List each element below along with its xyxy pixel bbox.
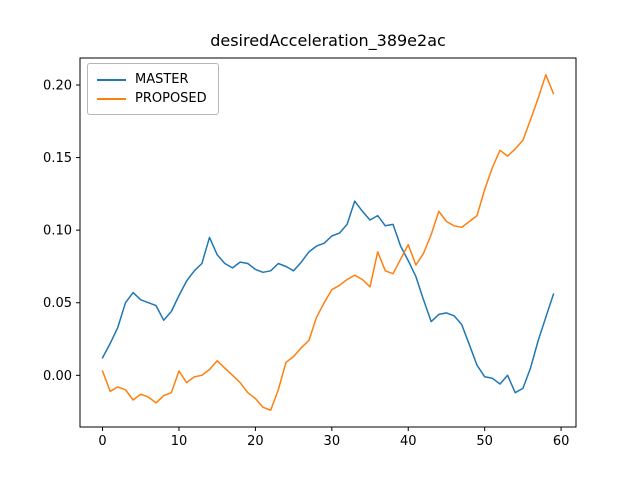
y-tick-label: 0.10 xyxy=(43,224,72,239)
x-tick-label: 40 xyxy=(400,434,417,449)
y-tick-label: 0.20 xyxy=(43,79,72,94)
y-tick-label: 0.05 xyxy=(43,296,72,311)
legend-line-swatch-master xyxy=(97,78,126,81)
series-line-proposed xyxy=(101,74,555,411)
axes-spines xyxy=(79,57,577,428)
x-tick-label: 0 xyxy=(98,434,106,449)
x-tick-label: 50 xyxy=(476,434,493,449)
legend-line-swatch-proposed xyxy=(97,97,126,100)
y-tick-label: 0.15 xyxy=(43,151,72,166)
legend-entry-proposed: PROPOSED xyxy=(97,89,207,108)
x-tick-label: 30 xyxy=(324,434,341,449)
legend-label-proposed: PROPOSED xyxy=(135,91,207,106)
y-tick-label: 0.00 xyxy=(43,369,72,384)
x-tick-label: 60 xyxy=(553,434,570,449)
x-tick-label: 10 xyxy=(171,434,188,449)
legend: MASTER PROPOSED xyxy=(87,63,219,115)
legend-entry-master: MASTER xyxy=(97,70,207,89)
legend-label-master: MASTER xyxy=(135,72,189,87)
chart-title: desiredAcceleration_389e2ac xyxy=(210,31,446,50)
series-line-master xyxy=(101,200,555,394)
x-tick-label: 20 xyxy=(247,434,264,449)
